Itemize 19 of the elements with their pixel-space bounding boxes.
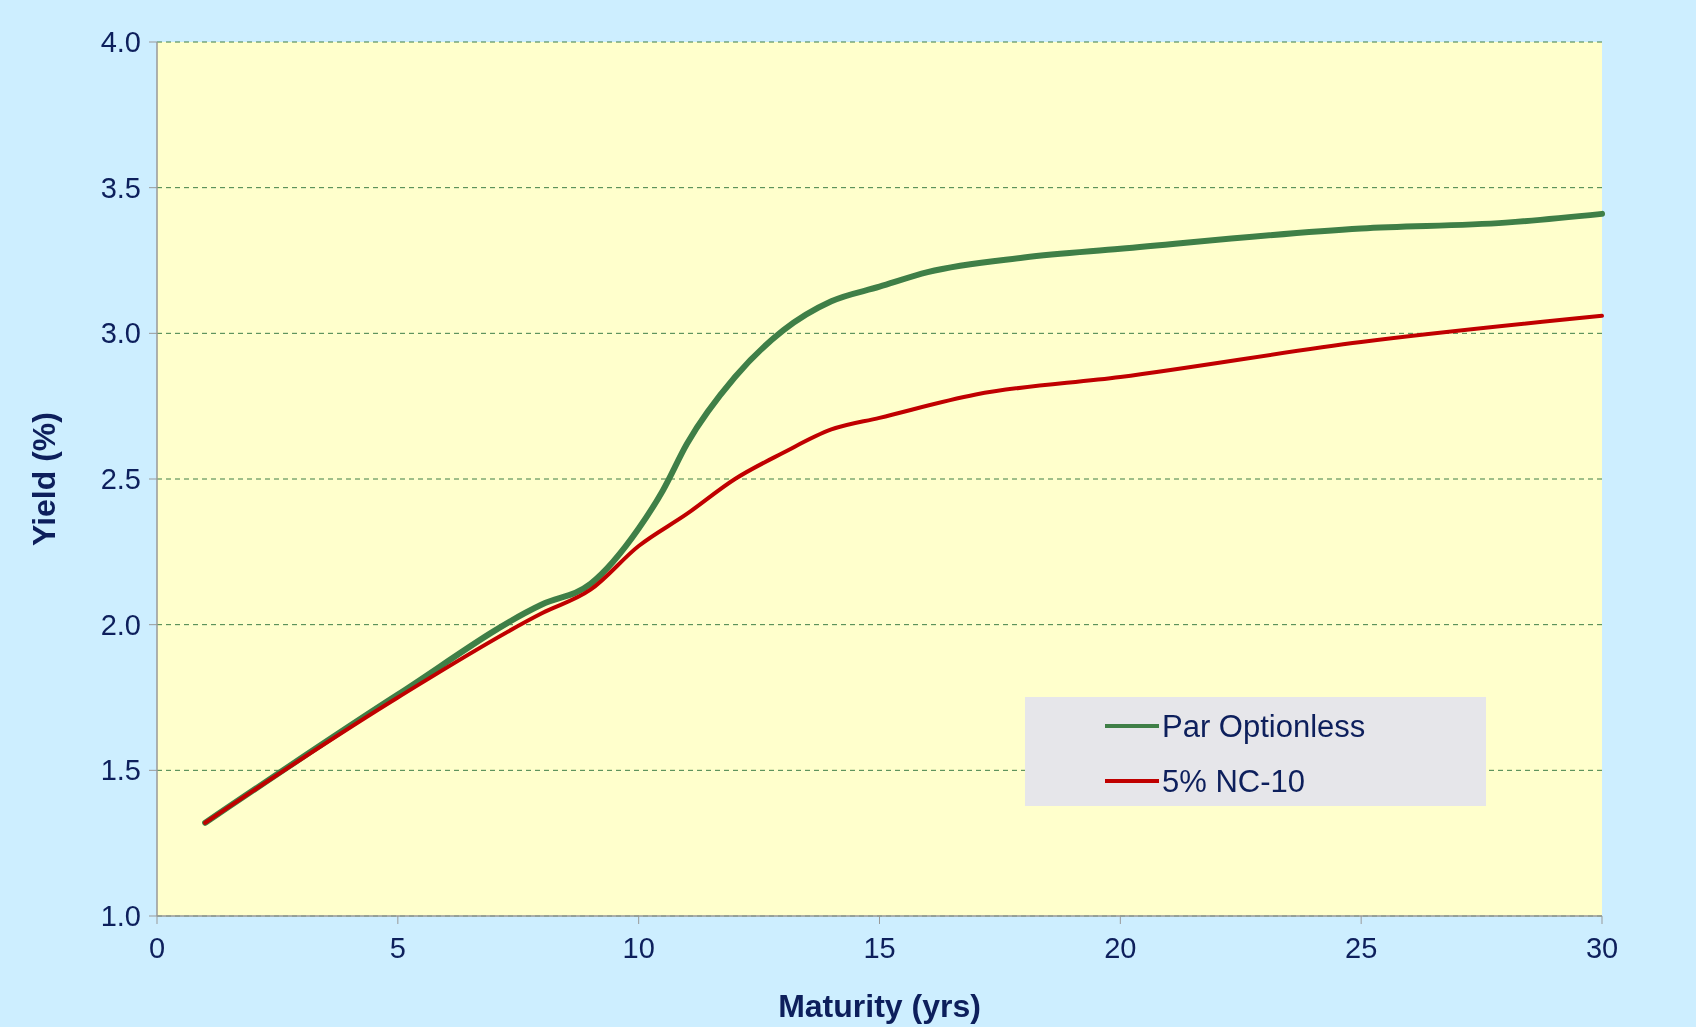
x-tick-label: 5 [389,932,406,964]
y-tick-label: 4.0 [100,26,141,59]
x-tick-label: 10 [622,932,655,964]
x-tick-label: 25 [1345,932,1378,964]
x-tick-label: 30 [1585,932,1619,964]
y-tick-label: 3.0 [100,317,141,350]
x-tick-label: 0 [148,932,166,964]
y-tick-label: 3.5 [100,171,141,204]
y-tick-label: 2.0 [100,608,141,641]
y-tick-label: 1.5 [100,754,141,787]
x-tick-label: 20 [1104,932,1137,964]
legend-label: 5% NC-10 [1162,763,1305,799]
x-axis-title: Maturity (yrs) [778,988,981,1024]
x-tick-label: 15 [863,932,896,964]
line-series [203,313,1604,825]
y-axis-title: Yield (%) [26,412,62,546]
y-tick-label: 1.0 [100,900,141,933]
y-tick-label: 2.5 [100,463,141,496]
legend-label: Par Optionless [1162,708,1366,744]
